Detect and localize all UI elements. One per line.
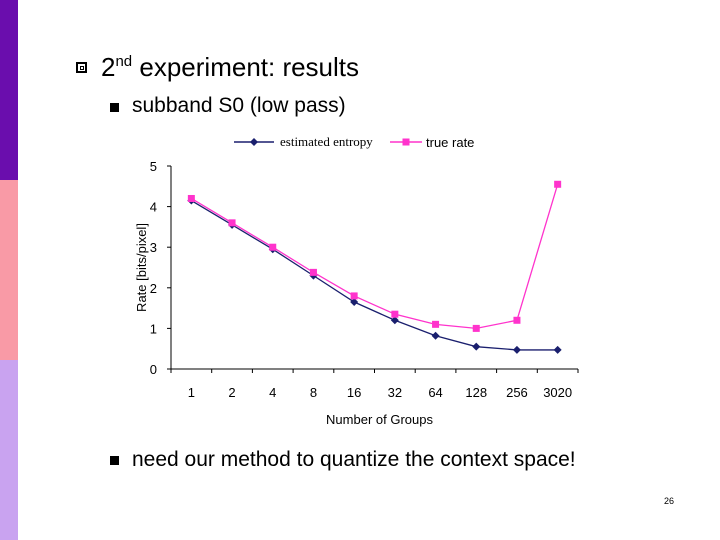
x-tick-label: 64 (428, 385, 442, 400)
data-point-estimated-entropy (350, 298, 359, 307)
x-axis-label: Number of Groups (326, 412, 433, 427)
bullet-icon (110, 456, 119, 465)
chart-series (187, 180, 562, 354)
x-tick-label: 16 (347, 385, 361, 400)
series-line-estimated-entropy (191, 199, 558, 351)
y-tick-label: 2 (150, 281, 157, 296)
data-point-estimated-entropy (431, 331, 440, 340)
y-tick-label: 5 (150, 159, 157, 174)
data-point-true-rate (472, 324, 480, 332)
x-tick-label: 3020 (543, 385, 572, 400)
data-point-true-rate (513, 316, 521, 324)
data-point-true-rate (228, 219, 236, 227)
y-tick-label: 3 (150, 240, 157, 255)
x-tick-label: 2 (228, 385, 235, 400)
data-point-true-rate (187, 194, 195, 202)
bullet-quantize: need our method to quantize the context … (132, 448, 576, 471)
bullet-icon (110, 103, 119, 112)
data-point-true-rate (309, 268, 317, 276)
y-axis-label: Rate [bits/pixel] (134, 223, 149, 312)
decorative-stripe-top (0, 0, 18, 180)
data-point-true-rate (269, 243, 277, 251)
chart-axes (167, 165, 579, 373)
data-point-true-rate (350, 292, 358, 300)
legend-label-estimated: estimated entropy (280, 134, 373, 149)
chart-ticks: 0 1 2 3 4 5 1 2 4 8 16 32 64 128 256 3020 (150, 159, 572, 400)
page-number: 26 (664, 496, 675, 506)
x-tick-label: 4 (269, 385, 276, 400)
data-point-estimated-entropy (553, 345, 562, 354)
decorative-stripe-middle (0, 180, 18, 360)
bullet-subband: subband S0 (low pass) (132, 94, 346, 117)
data-point-true-rate (432, 320, 440, 328)
data-point-estimated-entropy (512, 345, 521, 354)
x-tick-label: 1 (188, 385, 195, 400)
data-point-estimated-entropy (390, 316, 399, 325)
x-tick-label: 256 (506, 385, 528, 400)
line-chart: estimated entropy true rate 0 1 2 3 4 5 1 2 4 8 16 3… (134, 134, 579, 427)
legend-label-true-rate: true rate (426, 135, 474, 150)
legend-marker-true-rate (402, 138, 410, 146)
y-tick-label: 4 (150, 200, 157, 215)
data-point-true-rate (554, 180, 562, 188)
chart-legend: estimated entropy true rate (234, 134, 474, 150)
data-point-estimated-entropy (472, 342, 481, 351)
y-tick-label: 1 (150, 321, 157, 336)
y-tick-label: 0 (150, 362, 157, 377)
series-line-true-rate (191, 184, 559, 330)
x-tick-label: 32 (388, 385, 402, 400)
x-tick-label: 8 (310, 385, 317, 400)
heading-number: 2 (101, 52, 116, 82)
decorative-stripe-bottom (0, 360, 18, 540)
heading-superscript: nd (115, 53, 133, 70)
slide-heading: 2nd experiment: results (101, 52, 359, 83)
x-tick-label: 128 (465, 385, 487, 400)
legend-marker-estimated (250, 138, 258, 146)
square-bullet-icon (76, 62, 87, 73)
heading-text: experiment: results (132, 52, 360, 82)
data-point-true-rate (391, 310, 399, 318)
